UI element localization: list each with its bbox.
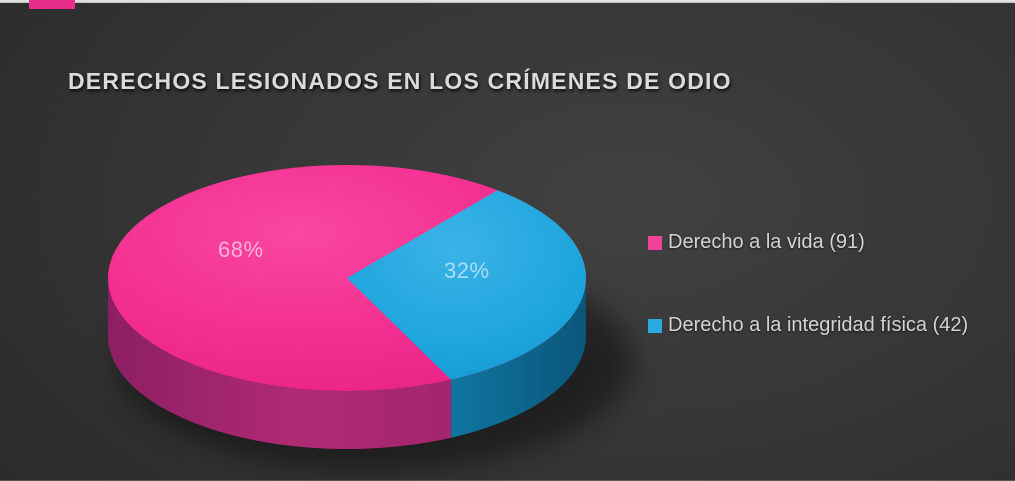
chart-title: DERECHOS LESIONADOS EN LOS CRÍMENES DE O…: [68, 68, 732, 94]
legend-item-integridad: Derecho a la integridad física (42): [648, 314, 968, 337]
pie-side-integridad-fisica: [451, 278, 586, 438]
pie-label-integridad-percent: 32%: [444, 258, 490, 283]
pie-side-derecho-vida: [108, 278, 452, 449]
legend-item-vida: Derecho a la vida (91): [648, 231, 865, 254]
legend-swatch-vida-icon: [648, 235, 662, 250]
slide-top-border: [0, 0, 1015, 3]
legend-swatch-integridad-icon: [648, 318, 662, 333]
pie-label-vida-percent: 68%: [218, 237, 264, 262]
accent-dash: [29, 0, 75, 9]
legend-label-integridad: Derecho a la integridad física (42): [668, 314, 969, 336]
legend-label-vida: Derecho a la vida (91): [668, 231, 865, 253]
pie-slice-integridad-fisica: [347, 190, 586, 380]
